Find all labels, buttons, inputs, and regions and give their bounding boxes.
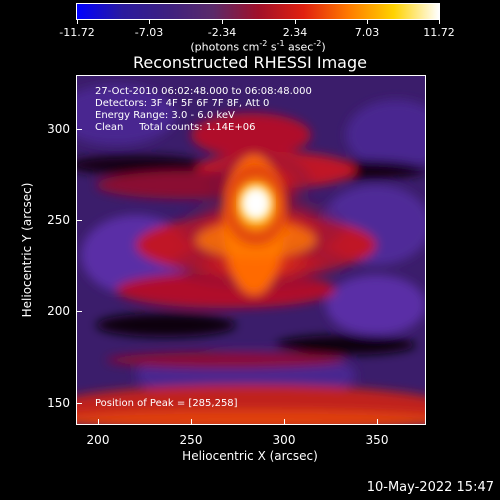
colorbar: [76, 3, 440, 20]
y-tick-label: 250: [47, 213, 70, 227]
y-tick-mark: [76, 129, 82, 130]
colorbar-tick: [439, 20, 440, 24]
time-range-label: 27-Oct-2010 06:02:48.000 to 06:08:48.000: [95, 86, 312, 97]
colorbar-tick: [295, 20, 296, 24]
x-tick-label: 350: [365, 433, 389, 447]
colorbar-tick: [367, 20, 368, 24]
y-tick-mark: [76, 220, 82, 221]
x-tick-mark: [284, 419, 285, 425]
image-title: Reconstructed RHESSI Image: [133, 53, 367, 72]
colorbar-units: (photons cm-2 s-1 asec-2): [190, 39, 326, 54]
x-axis-label: Heliocentric X (arcsec): [182, 449, 318, 463]
y-axis-label: Heliocentric Y (arcsec): [20, 182, 34, 318]
y-tick-label: 200: [47, 304, 70, 318]
x-tick-label: 300: [272, 433, 296, 447]
rhessi-image: [76, 75, 426, 425]
x-tick-label: 200: [86, 433, 110, 447]
colorbar-tick: [149, 20, 150, 24]
footer-timestamp: 10-May-2022 15:47: [366, 480, 494, 495]
colorbar-label: 11.72: [423, 26, 455, 39]
colorbar-label: 7.03: [354, 26, 380, 39]
y-tick-mark: [76, 311, 82, 312]
colorbar-tick: [77, 20, 78, 24]
colorbar-tick: [222, 20, 223, 24]
x-tick-mark: [98, 419, 99, 425]
y-tick-label: 300: [47, 122, 70, 136]
clean-counts-label: Clean Total counts: 1.14E+06: [95, 122, 256, 133]
colorbar-label: -11.72: [59, 26, 95, 39]
x-tick-label: 250: [179, 433, 203, 447]
y-tick-mark: [76, 403, 82, 404]
peak-position-label: Position of Peak = [285,258]: [95, 398, 238, 409]
energy-range-label: Energy Range: 3.0 - 6.0 keV: [95, 110, 235, 121]
colorbar-label: -7.03: [134, 26, 164, 39]
y-tick-label: 150: [47, 396, 70, 410]
colorbar-label: -2.34: [207, 26, 237, 39]
detectors-label: Detectors: 3F 4F 5F 6F 7F 8F, Att 0: [95, 98, 270, 109]
colorbar-label: 2.34: [282, 26, 308, 39]
x-tick-mark: [191, 419, 192, 425]
x-tick-mark: [377, 419, 378, 425]
